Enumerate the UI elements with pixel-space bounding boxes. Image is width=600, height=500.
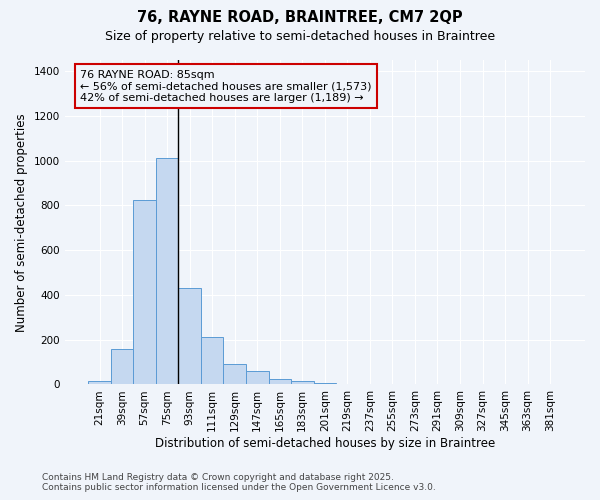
Y-axis label: Number of semi-detached properties: Number of semi-detached properties [15,113,28,332]
Bar [88,381,111,384]
Bar [291,381,314,384]
Text: 76, RAYNE ROAD, BRAINTREE, CM7 2QP: 76, RAYNE ROAD, BRAINTREE, CM7 2QP [137,10,463,25]
Bar [223,364,246,384]
Bar [201,338,223,384]
X-axis label: Distribution of semi-detached houses by size in Braintree: Distribution of semi-detached houses by … [155,437,495,450]
Text: Size of property relative to semi-detached houses in Braintree: Size of property relative to semi-detach… [105,30,495,43]
Bar [156,158,178,384]
Bar [133,200,156,384]
Bar [178,288,201,384]
Text: Contains HM Land Registry data © Crown copyright and database right 2025.
Contai: Contains HM Land Registry data © Crown c… [42,473,436,492]
Bar [269,379,291,384]
Text: 76 RAYNE ROAD: 85sqm
← 56% of semi-detached houses are smaller (1,573)
42% of se: 76 RAYNE ROAD: 85sqm ← 56% of semi-detac… [80,70,372,103]
Bar [246,370,269,384]
Bar [111,348,133,384]
